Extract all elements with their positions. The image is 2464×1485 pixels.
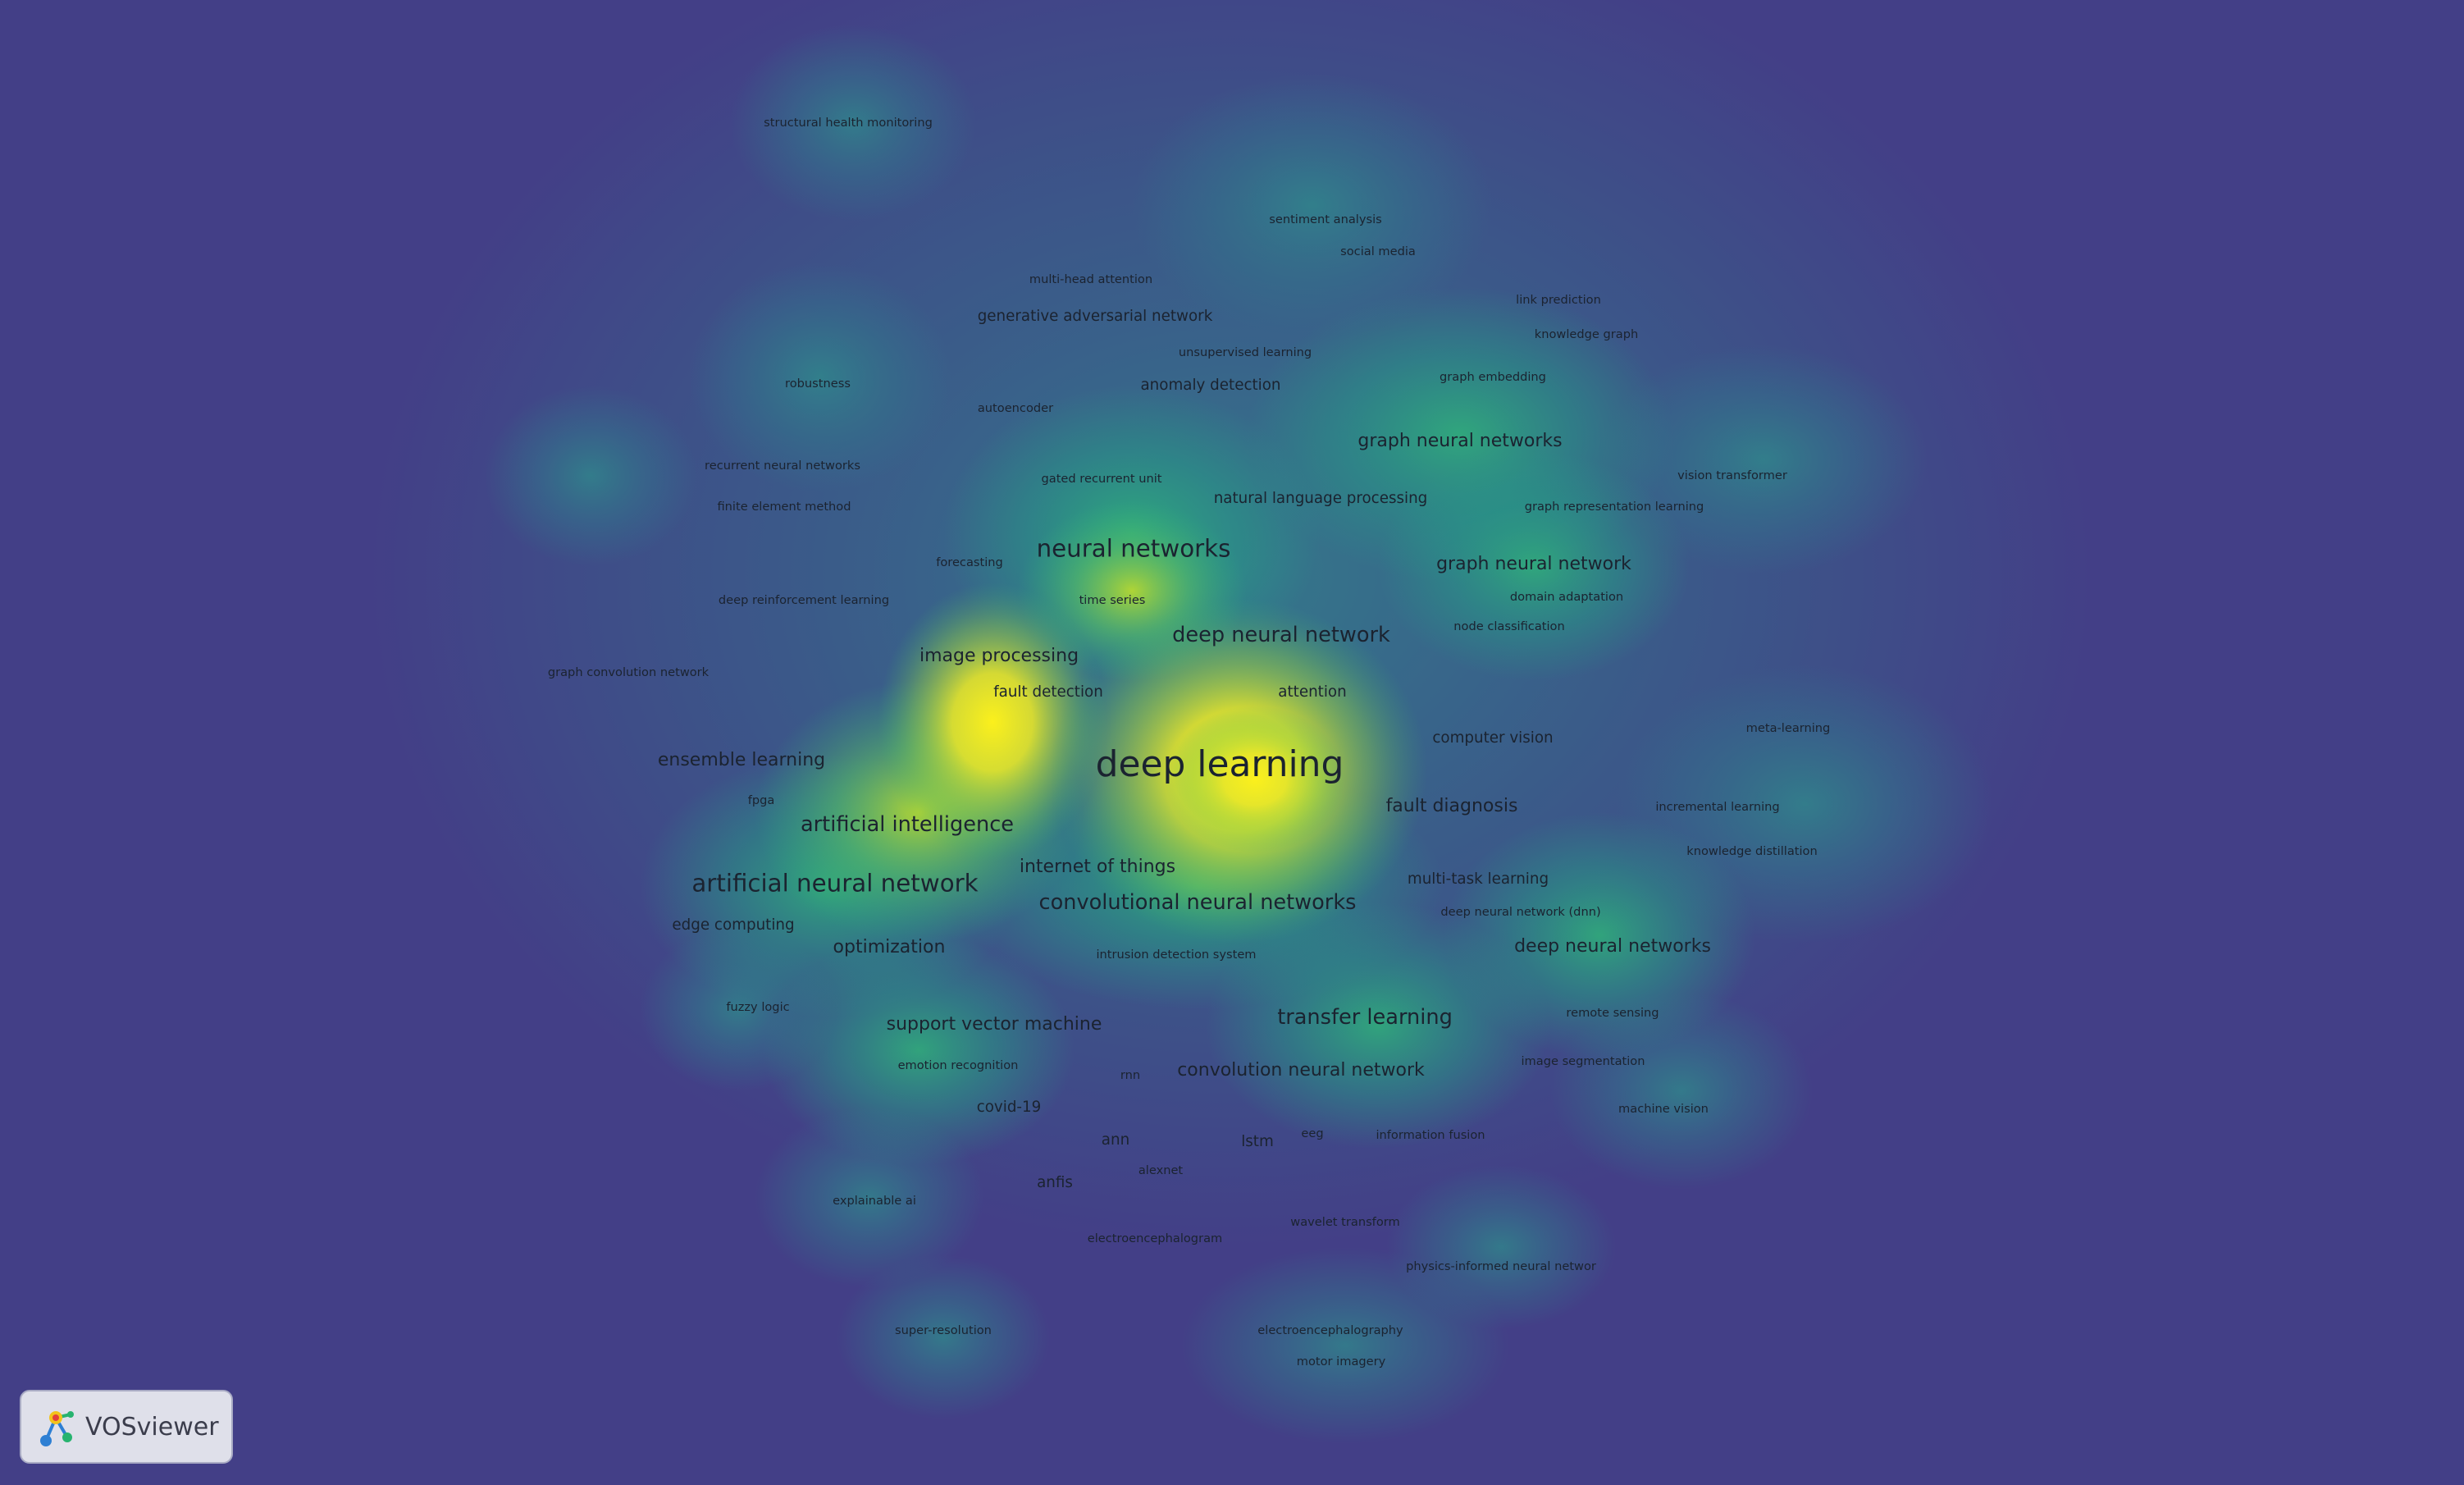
- keyword-label[interactable]: deep reinforcement learning: [719, 593, 889, 607]
- keyword-label[interactable]: electroencephalography: [1257, 1323, 1403, 1337]
- keyword-label[interactable]: sentiment analysis: [1269, 212, 1382, 226]
- keyword-label[interactable]: transfer learning: [1277, 1005, 1453, 1030]
- keyword-labels: structural health monitoring sentiment an…: [548, 116, 1830, 1368]
- keyword-label[interactable]: covid-19: [977, 1099, 1042, 1116]
- keyword-label[interactable]: graph convolution network: [548, 665, 710, 679]
- keyword-label[interactable]: image processing: [919, 646, 1079, 666]
- keyword-label[interactable]: graph embedding: [1440, 370, 1546, 384]
- keyword-label[interactable]: support vector machine: [887, 1014, 1102, 1035]
- vosviewer-badge[interactable]: VOSviewer: [20, 1390, 233, 1464]
- keyword-label[interactable]: forecasting: [936, 555, 1003, 569]
- keyword-label[interactable]: neural networks: [1037, 535, 1231, 563]
- vosviewer-logo-icon: [40, 1411, 74, 1446]
- keyword-label[interactable]: explainable ai: [833, 1194, 916, 1208]
- keyword-label[interactable]: convolution neural network: [1177, 1060, 1425, 1081]
- keyword-label[interactable]: super-resolution: [895, 1323, 992, 1337]
- keyword-label[interactable]: deep neural network: [1172, 623, 1390, 647]
- keyword-label[interactable]: natural language processing: [1214, 490, 1428, 507]
- keyword-label[interactable]: unsupervised learning: [1179, 345, 1312, 359]
- keyword-label[interactable]: intrusion detection system: [1096, 948, 1256, 962]
- keyword-label[interactable]: incremental learning: [1655, 800, 1779, 814]
- keyword-label[interactable]: fuzzy logic: [726, 1000, 789, 1014]
- keyword-label[interactable]: computer vision: [1432, 729, 1553, 747]
- density-blob: [1386, 1165, 1616, 1329]
- keyword-label[interactable]: deep learning: [1096, 743, 1344, 785]
- density-blob: [1132, 74, 1493, 336]
- keyword-label[interactable]: ann: [1102, 1131, 1129, 1149]
- density-blob: [689, 263, 951, 492]
- keyword-label[interactable]: generative adversarial network: [978, 308, 1213, 325]
- keyword-label[interactable]: fpga: [748, 793, 775, 807]
- keyword-label[interactable]: robustness: [785, 377, 851, 391]
- keyword-label[interactable]: node classification: [1453, 619, 1564, 633]
- keyword-label[interactable]: optimization: [833, 937, 946, 957]
- keyword-label[interactable]: edge computing: [672, 916, 794, 934]
- vosviewer-label: VOSviewer: [85, 1412, 219, 1442]
- keyword-label[interactable]: emotion recognition: [898, 1058, 1019, 1072]
- keyword-label[interactable]: fault diagnosis: [1386, 796, 1518, 816]
- keyword-label[interactable]: eeg: [1301, 1126, 1323, 1140]
- keyword-label[interactable]: remote sensing: [1566, 1006, 1659, 1020]
- keyword-label[interactable]: internet of things: [1020, 857, 1175, 877]
- keyword-label[interactable]: electroencephalogram: [1088, 1231, 1222, 1245]
- density-blob: [837, 1255, 1050, 1419]
- keyword-label[interactable]: rnn: [1120, 1068, 1140, 1082]
- density-blob: [1165, 706, 1345, 853]
- keyword-label[interactable]: time series: [1079, 593, 1146, 607]
- keyword-label[interactable]: information fusion: [1376, 1128, 1485, 1142]
- density-blob: [1599, 345, 1928, 574]
- keyword-label[interactable]: artificial intelligence: [801, 812, 1014, 837]
- keyword-label[interactable]: vision transformer: [1677, 468, 1787, 482]
- keyword-label[interactable]: deep neural network (dnn): [1440, 905, 1600, 919]
- keyword-label[interactable]: multi-head attention: [1029, 272, 1152, 286]
- keyword-label[interactable]: lstm: [1241, 1133, 1274, 1150]
- density-blob: [1444, 812, 1755, 1058]
- keyword-label[interactable]: wavelet transform: [1290, 1215, 1399, 1229]
- keyword-label[interactable]: machine vision: [1618, 1102, 1709, 1116]
- keyword-label[interactable]: anomaly detection: [1140, 377, 1280, 394]
- keyword-label[interactable]: recurrent neural networks: [705, 459, 860, 473]
- keyword-label[interactable]: motor imagery: [1297, 1355, 1386, 1368]
- keyword-label[interactable]: social media: [1340, 244, 1416, 258]
- keyword-label[interactable]: graph neural networks: [1357, 431, 1562, 451]
- keyword-label[interactable]: anfis: [1037, 1174, 1073, 1191]
- keyword-label[interactable]: autoencoder: [978, 401, 1053, 415]
- keyword-label[interactable]: meta-learning: [1746, 721, 1831, 735]
- density-blob: [484, 386, 697, 566]
- keyword-label[interactable]: domain adaptation: [1510, 590, 1623, 604]
- keyword-label[interactable]: graph neural network: [1436, 554, 1631, 574]
- density-blob: [1378, 451, 1690, 681]
- keyword-label[interactable]: multi-task learning: [1408, 870, 1549, 888]
- keyword-label[interactable]: deep neural networks: [1514, 936, 1711, 957]
- keyword-label[interactable]: artificial neural network: [691, 870, 978, 898]
- keyword-label[interactable]: knowledge graph: [1535, 327, 1638, 341]
- keyword-label[interactable]: structural health monitoring: [764, 116, 933, 130]
- keyword-label[interactable]: fault detection: [993, 683, 1103, 701]
- keyword-label[interactable]: attention: [1278, 683, 1346, 701]
- keyword-label[interactable]: ensemble learning: [658, 750, 825, 770]
- keyword-label[interactable]: physics-informed neural networ: [1406, 1259, 1596, 1273]
- keyword-label[interactable]: image segmentation: [1521, 1054, 1645, 1068]
- density-layer: [369, 0, 2092, 1444]
- keyword-label[interactable]: graph representation learning: [1525, 500, 1704, 514]
- density-blob: [878, 583, 1107, 861]
- density-blob: [763, 935, 1075, 1165]
- keyword-label[interactable]: knowledge distillation: [1686, 844, 1817, 858]
- keyword-label[interactable]: convolutional neural networks: [1039, 890, 1357, 915]
- keyword-label[interactable]: alexnet: [1138, 1163, 1184, 1177]
- density-blob: [730, 25, 976, 222]
- keyword-label[interactable]: finite element method: [717, 500, 851, 514]
- keyword-label[interactable]: gated recurrent unit: [1041, 472, 1161, 486]
- keyword-label[interactable]: link prediction: [1516, 293, 1601, 307]
